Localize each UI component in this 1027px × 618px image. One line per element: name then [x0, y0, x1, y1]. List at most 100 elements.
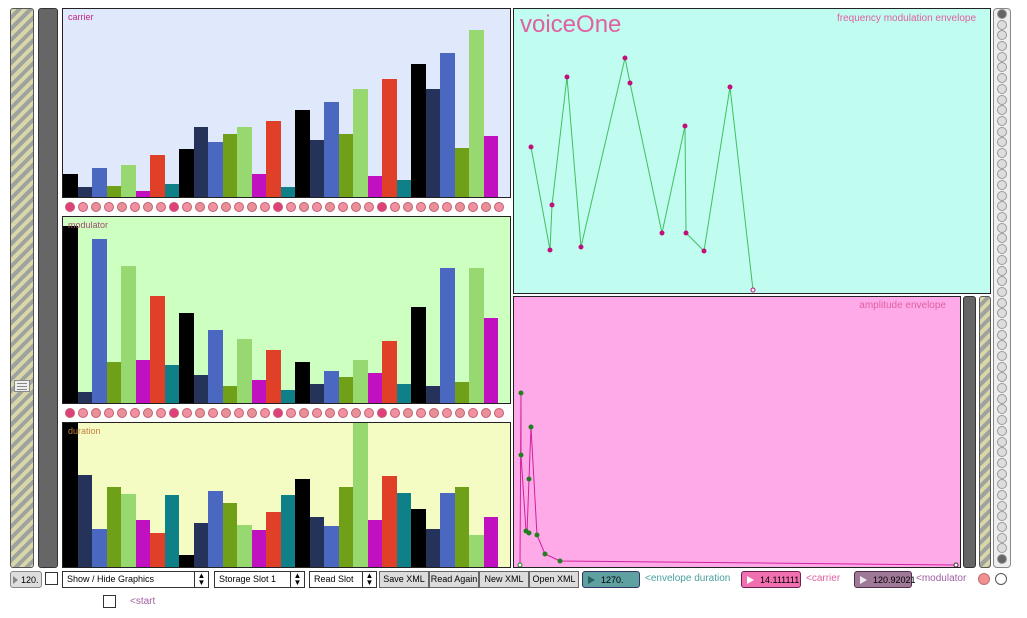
- step-toggle-dot[interactable]: [312, 202, 322, 212]
- step-indicator[interactable]: [997, 489, 1007, 500]
- step-toggle-dot[interactable]: [182, 202, 192, 212]
- step-toggle-dot[interactable]: [260, 408, 270, 418]
- fm-envelope-point[interactable]: [528, 144, 534, 150]
- step-toggle-dot[interactable]: [442, 408, 452, 418]
- step-toggle-dot[interactable]: [325, 202, 335, 212]
- modulator-toggle-row[interactable]: [62, 405, 511, 421]
- step-indicator[interactable]: [997, 212, 1007, 223]
- slider-bar[interactable]: [237, 339, 252, 403]
- fm-envelope-point[interactable]: [622, 55, 628, 61]
- slider-bar[interactable]: [338, 487, 353, 567]
- amp-envelope-point[interactable]: [517, 562, 523, 567]
- slider-bar[interactable]: [280, 495, 295, 567]
- save-xml-button[interactable]: Save XML: [379, 571, 429, 588]
- step-toggle-dot[interactable]: [130, 408, 140, 418]
- fm-envelope-point[interactable]: [659, 230, 665, 236]
- slider-bar[interactable]: [106, 186, 121, 197]
- fm-envelope-point[interactable]: [578, 244, 584, 250]
- slider-bar[interactable]: [251, 174, 266, 197]
- slider-bar[interactable]: [295, 362, 310, 403]
- step-indicator[interactable]: [997, 479, 1007, 490]
- slider-bar[interactable]: [367, 373, 382, 403]
- slider-bar[interactable]: [266, 512, 281, 567]
- step-indicator[interactable]: [997, 340, 1007, 351]
- step-toggle-dot[interactable]: [390, 408, 400, 418]
- slider-bar[interactable]: [483, 318, 498, 403]
- step-toggle-dot[interactable]: [468, 202, 478, 212]
- amp-envelope-point[interactable]: [534, 532, 540, 538]
- step-indicator[interactable]: [997, 105, 1007, 116]
- slider-bar[interactable]: [121, 266, 136, 403]
- right-slider-track[interactable]: [979, 296, 991, 568]
- slider-bar[interactable]: [353, 360, 368, 403]
- slider-bar[interactable]: [135, 191, 150, 197]
- step-toggle-dot[interactable]: [351, 202, 361, 212]
- slider-bar[interactable]: [382, 79, 397, 197]
- slider-bar[interactable]: [338, 134, 353, 197]
- step-indicator[interactable]: [997, 169, 1007, 180]
- slider-bar[interactable]: [208, 142, 223, 197]
- left-slider-track[interactable]: [10, 8, 34, 568]
- slider-bar[interactable]: [440, 268, 455, 403]
- modulator-multislider[interactable]: modulator: [62, 216, 511, 404]
- step-indicator[interactable]: [997, 318, 1007, 329]
- step-indicator[interactable]: [997, 126, 1007, 137]
- slider-bar[interactable]: [193, 375, 208, 403]
- slider-bar[interactable]: [121, 165, 136, 197]
- slider-bar[interactable]: [193, 523, 208, 567]
- read-slot-menu[interactable]: Read Slot ▲ ▼: [309, 571, 377, 588]
- step-toggle-dot[interactable]: [312, 408, 322, 418]
- slider-bar[interactable]: [164, 365, 179, 403]
- step-toggle-dot[interactable]: [429, 202, 439, 212]
- duration-multislider[interactable]: duration: [62, 422, 511, 568]
- step-toggle-dot[interactable]: [65, 408, 75, 418]
- slider-bar[interactable]: [164, 184, 179, 197]
- step-toggle-dot[interactable]: [416, 408, 426, 418]
- step-indicator[interactable]: [997, 158, 1007, 169]
- slider-bar[interactable]: [469, 30, 484, 197]
- slider-bar[interactable]: [396, 493, 411, 567]
- step-indicator[interactable]: [997, 372, 1007, 383]
- amp-envelope-panel[interactable]: amplitude envelope: [513, 296, 961, 568]
- step-indicator[interactable]: [997, 276, 1007, 287]
- fm-envelope-point[interactable]: [682, 123, 688, 129]
- slider-bar[interactable]: [266, 121, 281, 197]
- step-toggle-dot[interactable]: [403, 408, 413, 418]
- step-indicator[interactable]: [997, 201, 1007, 212]
- step-toggle-dot[interactable]: [494, 408, 504, 418]
- slider-bar[interactable]: [382, 341, 397, 403]
- open-xml-button[interactable]: Open XML: [529, 571, 579, 588]
- graphics-menu[interactable]: Show / Hide Graphics ▲ ▼: [62, 571, 209, 588]
- slider-bar[interactable]: [106, 487, 121, 567]
- slider-bar[interactable]: [135, 360, 150, 403]
- step-toggle-dot[interactable]: [338, 408, 348, 418]
- slider-bar[interactable]: [63, 423, 78, 567]
- step-indicator[interactable]: [997, 222, 1007, 233]
- slider-bar[interactable]: [440, 53, 455, 197]
- slider-bar[interactable]: [251, 380, 266, 403]
- step-toggle-dot[interactable]: [468, 408, 478, 418]
- slider-bar[interactable]: [483, 136, 498, 197]
- slider-bar[interactable]: [425, 386, 440, 403]
- step-toggle-dot[interactable]: [78, 408, 88, 418]
- step-indicator[interactable]: [997, 9, 1007, 19]
- envelope-duration-number-box[interactable]: 1270.: [582, 571, 640, 588]
- step-toggle-dot[interactable]: [234, 202, 244, 212]
- amp-envelope-point[interactable]: [518, 390, 524, 396]
- step-indicator[interactable]: [997, 511, 1007, 522]
- step-indicator[interactable]: [997, 286, 1007, 297]
- slider-bar[interactable]: [179, 149, 194, 197]
- amp-scroll-strip[interactable]: [963, 296, 976, 568]
- slider-bar[interactable]: [106, 362, 121, 403]
- step-toggle-dot[interactable]: [455, 202, 465, 212]
- step-indicator[interactable]: [997, 190, 1007, 201]
- step-toggle-dot[interactable]: [143, 202, 153, 212]
- new-xml-button[interactable]: New XML: [479, 571, 529, 588]
- slider-bar[interactable]: [77, 475, 92, 567]
- amp-envelope-point[interactable]: [526, 530, 532, 536]
- step-indicator[interactable]: [997, 115, 1007, 126]
- step-indicator[interactable]: [997, 265, 1007, 276]
- fm-envelope-point[interactable]: [683, 230, 689, 236]
- step-indicator[interactable]: [997, 532, 1007, 543]
- amp-envelope-point[interactable]: [557, 558, 563, 564]
